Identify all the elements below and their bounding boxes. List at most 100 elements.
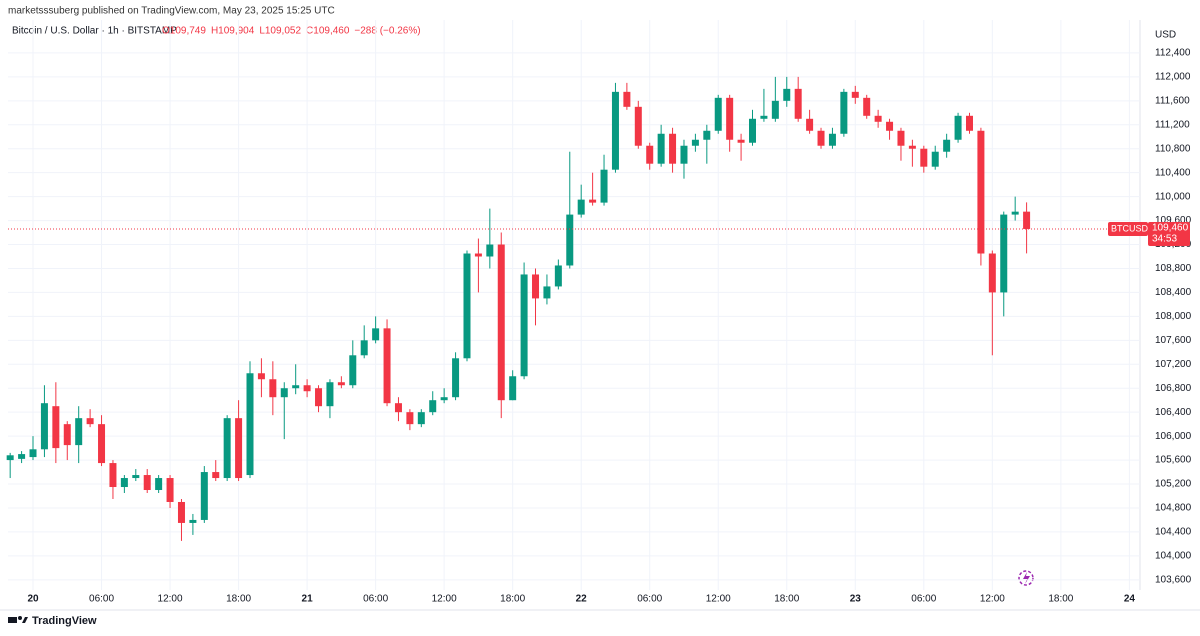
- candle-body: [98, 424, 106, 464]
- candle-body: [52, 406, 60, 449]
- candle-body: [669, 133, 677, 164]
- candle-body: [257, 373, 265, 380]
- x-tick-label: 18:00: [226, 594, 251, 605]
- x-tick-label: 24: [1124, 594, 1136, 605]
- y-tick-label: 103,600: [1155, 574, 1192, 585]
- candle-body: [794, 88, 802, 119]
- candle-body: [40, 403, 48, 450]
- candle-body: [143, 475, 151, 491]
- candle-body: [634, 106, 642, 146]
- candle-body: [931, 151, 939, 167]
- candle-body: [132, 475, 140, 479]
- ticker: BTCUSD: [1111, 223, 1149, 233]
- candle-body: [269, 379, 277, 398]
- candle-body: [577, 199, 585, 215]
- x-tick-label: 12:00: [706, 594, 731, 605]
- candle-body: [988, 253, 996, 293]
- candle-body: [63, 424, 71, 446]
- candle-body: [840, 91, 848, 134]
- candle-body: [177, 501, 185, 523]
- y-tick-label: 105,600: [1155, 455, 1192, 466]
- legend-value: C109,460: [306, 26, 350, 37]
- legend-value: H109,904: [211, 26, 255, 37]
- y-tick-label: 106,000: [1155, 431, 1192, 442]
- candle-body: [235, 418, 243, 479]
- candle-body: [623, 91, 631, 107]
- candle-body: [509, 376, 517, 401]
- y-axis-label: USD: [1155, 30, 1176, 41]
- y-tick-label: 110,800: [1155, 143, 1191, 154]
- candle-body: [383, 328, 391, 404]
- x-tick-label: 18:00: [500, 594, 525, 605]
- candle-body: [806, 118, 814, 131]
- candle-body: [749, 118, 757, 143]
- candle-body: [680, 145, 688, 164]
- candle-body: [874, 115, 882, 122]
- x-tick-label: 22: [576, 594, 588, 605]
- x-tick-label: 21: [302, 594, 314, 605]
- candle-body: [977, 130, 985, 254]
- candle-body: [1000, 214, 1008, 293]
- candle-body: [280, 388, 288, 398]
- candle-body: [463, 253, 471, 359]
- candle-body: [726, 97, 734, 140]
- y-tick-label: 104,400: [1155, 527, 1192, 538]
- x-tick-label: 18:00: [774, 594, 799, 605]
- footer-logo: [8, 616, 28, 623]
- candle-body: [886, 121, 894, 131]
- candle-body: [851, 91, 859, 98]
- y-tick-label: 104,800: [1155, 503, 1192, 514]
- candle-body: [737, 139, 745, 143]
- candle-body: [566, 214, 574, 266]
- price-tag: [1148, 221, 1190, 246]
- candle-body: [691, 139, 699, 146]
- candle-body: [965, 115, 973, 131]
- candle-body: [897, 130, 905, 146]
- candle-body: [703, 130, 711, 140]
- y-tick-label: 106,400: [1155, 407, 1192, 418]
- candle-body: [646, 145, 654, 164]
- candle-body: [760, 115, 768, 119]
- candle-body: [543, 286, 551, 299]
- candle-body: [497, 244, 505, 401]
- x-tick-label: 06:00: [911, 594, 936, 605]
- symbol: Bitcoin / U.S. Dollar · 1h · BITSTAMP: [12, 26, 177, 37]
- candle-body: [189, 519, 197, 523]
- candle-body: [315, 388, 323, 407]
- candle-body: [29, 449, 37, 458]
- y-tick-label: 107,200: [1155, 359, 1192, 370]
- candle-body: [486, 244, 494, 257]
- legend-value: −288 (−0.26%): [354, 26, 420, 37]
- candle-body: [440, 397, 448, 401]
- icon: [1018, 570, 1034, 586]
- candle-body: [417, 412, 425, 425]
- candle-body: [292, 385, 300, 389]
- candle-body: [452, 358, 460, 398]
- candle-body: [611, 91, 619, 170]
- candle-body: [6, 455, 14, 461]
- candle-body: [474, 253, 482, 257]
- candle-body: [532, 274, 540, 299]
- y-tick-label: 108,400: [1155, 287, 1192, 298]
- candle-body: [954, 115, 962, 140]
- x-tick-label: 06:00: [637, 594, 662, 605]
- x-tick-label: 06:00: [363, 594, 388, 605]
- y-tick-label: 104,000: [1155, 551, 1192, 562]
- candle-body: [246, 373, 254, 476]
- y-tick-label: 112,000: [1155, 72, 1191, 83]
- candle-body: [429, 400, 437, 413]
- candle-body: [200, 472, 208, 520]
- candle-body: [120, 478, 128, 488]
- x-tick-label: 23: [850, 594, 862, 605]
- candle-body: [394, 403, 402, 413]
- candle-body: [212, 472, 220, 479]
- y-tick-label: 110,000: [1155, 191, 1191, 202]
- candle-body: [828, 133, 836, 146]
- header: marketsssuberg published on TradingView.…: [8, 6, 335, 17]
- y-tick-label: 108,000: [1155, 311, 1192, 322]
- candle-body: [360, 340, 368, 356]
- x-tick-label: 18:00: [1048, 594, 1073, 605]
- candle-body: [406, 412, 414, 425]
- candle-body: [1023, 211, 1031, 229]
